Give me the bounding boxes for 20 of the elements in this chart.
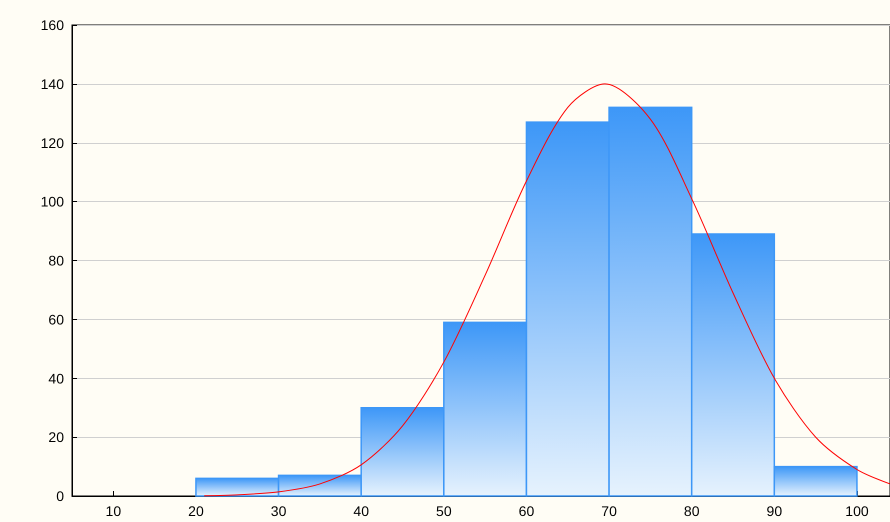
y-tick-label: 160 [40,17,64,33]
x-tick-label: 60 [518,503,534,519]
x-tick-label: 10 [106,503,122,519]
x-tick-label: 20 [188,503,204,519]
y-tick-label: 20 [48,429,64,446]
x-tick-label: 50 [436,503,452,519]
y-tick-label: 80 [48,252,64,268]
y-tick-label: 120 [40,134,64,151]
x-tick-label: 100 [845,503,869,519]
x-tick-label: 80 [684,503,700,519]
y-tick-label: 60 [48,311,64,328]
y-tick-label: 140 [40,76,64,92]
y-tick-label: 0 [56,488,64,504]
y-tick-label: 100 [40,194,64,210]
x-tick-label: 40 [353,503,370,519]
x-tick-label: 90 [766,503,782,519]
y-tick-label: 40 [48,370,64,386]
x-tick-label: 70 [601,503,618,519]
line-series [204,83,890,496]
x-tick-label: 30 [270,503,287,519]
